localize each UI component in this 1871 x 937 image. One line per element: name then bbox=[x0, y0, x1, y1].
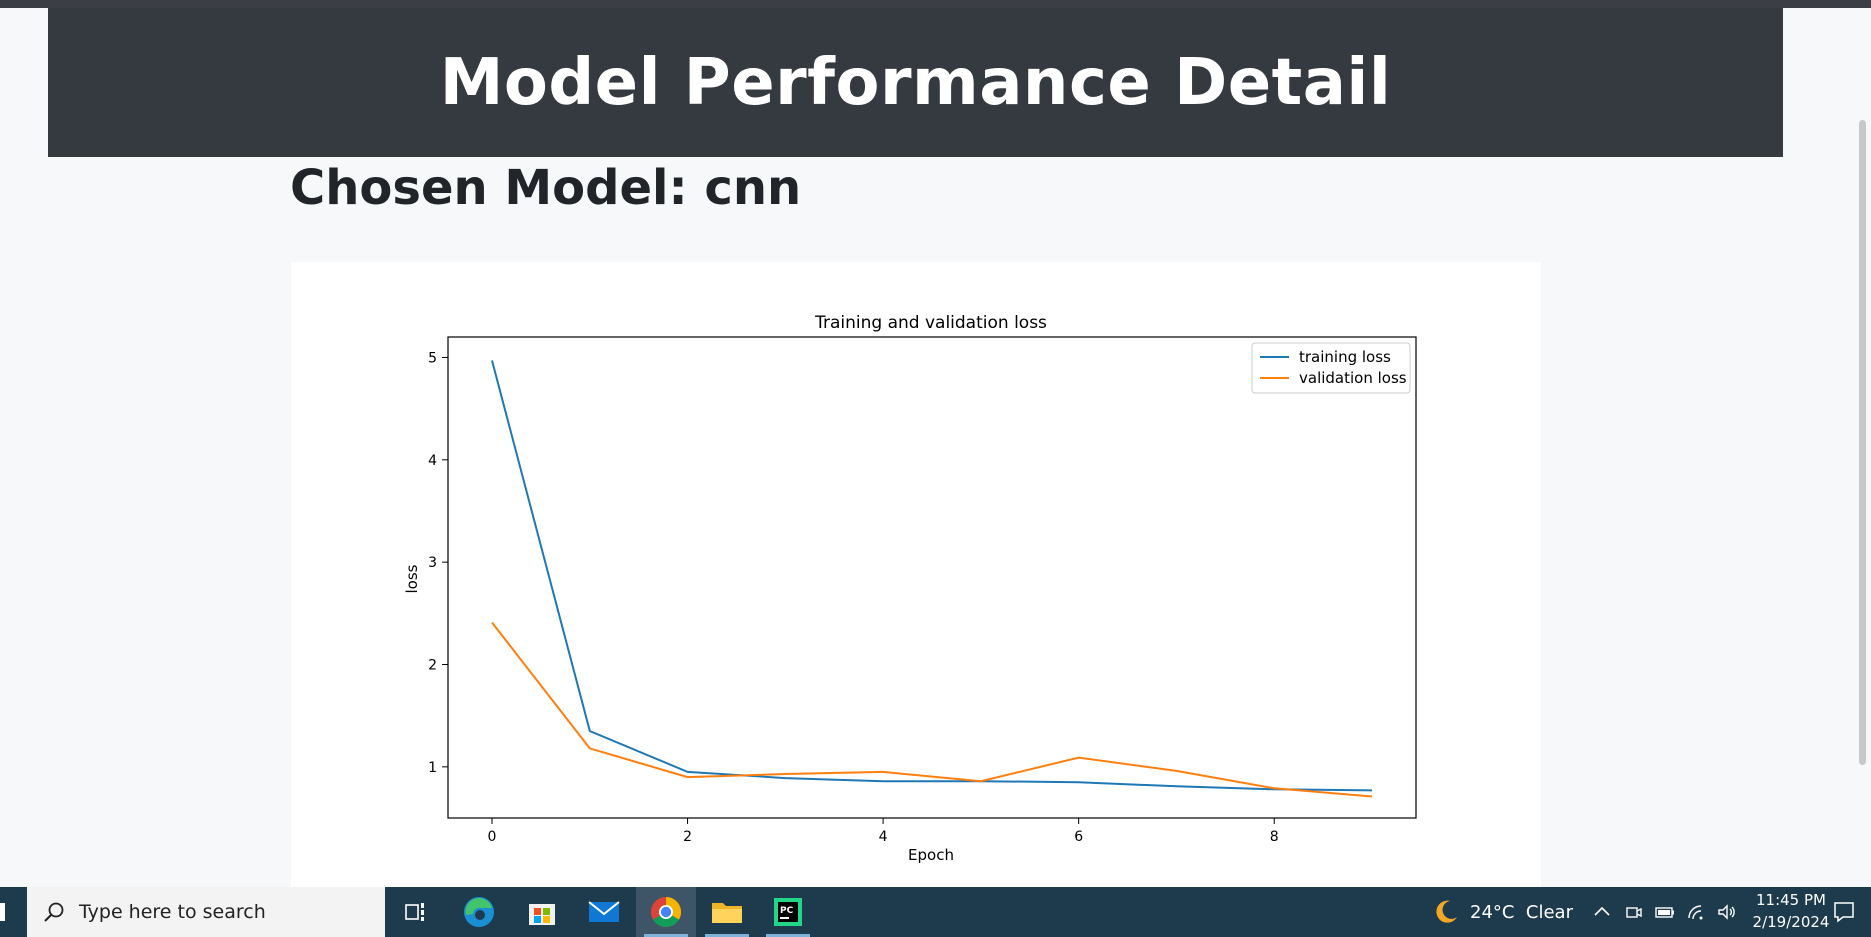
y-tick-label-3: 4 bbox=[428, 453, 437, 469]
volume-icon[interactable] bbox=[1716, 902, 1738, 922]
y-tick-label-1: 2 bbox=[428, 657, 437, 673]
store-icon bbox=[529, 904, 555, 925]
pycharm-icon: PC bbox=[774, 898, 802, 926]
y-tick-label-0: 1 bbox=[428, 760, 437, 776]
y-axis-label: loss bbox=[403, 564, 421, 593]
legend-training-loss-label: training loss bbox=[1299, 348, 1391, 366]
taskbar-search-box[interactable]: Type here to search bbox=[27, 887, 385, 937]
pycharm-app-button[interactable]: PC bbox=[758, 887, 818, 937]
x-tick-label-0: 0 bbox=[488, 829, 497, 845]
clock-date: 2/19/2024 bbox=[1752, 913, 1830, 931]
folder-icon bbox=[712, 903, 742, 923]
task-view-icon bbox=[405, 903, 424, 921]
x-tick-label-3: 6 bbox=[1074, 829, 1083, 845]
taskbar-clock[interactable]: 11:45 PM 2/19/2024 bbox=[1736, 889, 1846, 935]
weather-text: 24°C Clear bbox=[1470, 901, 1573, 923]
meet-now-icon[interactable] bbox=[1624, 902, 1644, 922]
chrome-app-button[interactable] bbox=[636, 887, 696, 937]
legend-validation-loss-label: validation loss bbox=[1299, 369, 1407, 387]
weather-widget[interactable]: 24°C Clear bbox=[1432, 887, 1573, 937]
legend: training loss validation loss bbox=[1251, 342, 1411, 394]
chevron-up-icon[interactable] bbox=[1592, 902, 1612, 922]
pycharm-icon-label: PC bbox=[780, 906, 794, 916]
edge-app-button[interactable] bbox=[449, 887, 509, 937]
chrome-active-indicator bbox=[644, 934, 688, 937]
x-tick-label-4: 8 bbox=[1270, 829, 1279, 845]
page-scrollbar[interactable] bbox=[1859, 120, 1866, 765]
x-tick-label-2: 4 bbox=[879, 829, 888, 845]
y-tick-label-4: 5 bbox=[428, 350, 437, 366]
loss-chart: Training and validation loss 0 2 4 6 812345 … bbox=[403, 313, 1417, 864]
y-tick-label-2: 3 bbox=[428, 555, 437, 571]
battery-icon[interactable] bbox=[1654, 902, 1676, 922]
plot-frame bbox=[447, 336, 1417, 819]
store-app-button[interactable] bbox=[512, 887, 572, 937]
x-axis-label: Epoch bbox=[908, 846, 954, 864]
edge-icon bbox=[464, 897, 494, 927]
page-header: Model Performance Detail bbox=[48, 8, 1783, 157]
notifications-button[interactable] bbox=[1832, 887, 1856, 937]
file-explorer-open-indicator bbox=[705, 934, 749, 937]
chart-title: Training and validation loss bbox=[814, 313, 1047, 333]
browser-top-bar bbox=[0, 0, 1871, 8]
pycharm-open-indicator bbox=[766, 934, 810, 937]
page-title: Model Performance Detail bbox=[439, 45, 1392, 120]
system-tray bbox=[1592, 887, 1738, 937]
notification-icon bbox=[1834, 902, 1854, 923]
start-button[interactable] bbox=[0, 903, 5, 921]
search-icon bbox=[44, 902, 64, 922]
mail-app-button[interactable] bbox=[574, 887, 634, 937]
search-placeholder: Type here to search bbox=[79, 901, 266, 923]
x-tick-label-1: 2 bbox=[683, 829, 692, 845]
moon-icon bbox=[1436, 900, 1457, 923]
task-view-button[interactable] bbox=[386, 887, 446, 937]
clock-time: 11:45 PM bbox=[1756, 891, 1826, 909]
mail-icon bbox=[588, 901, 620, 922]
wifi-icon[interactable] bbox=[1686, 902, 1708, 922]
series-line-training-loss bbox=[491, 360, 1373, 792]
chosen-model-heading: Chosen Model: cnn bbox=[290, 160, 802, 216]
chrome-icon bbox=[650, 897, 682, 928]
file-explorer-app-button[interactable] bbox=[697, 887, 757, 937]
series-line-validation-loss bbox=[491, 621, 1373, 798]
